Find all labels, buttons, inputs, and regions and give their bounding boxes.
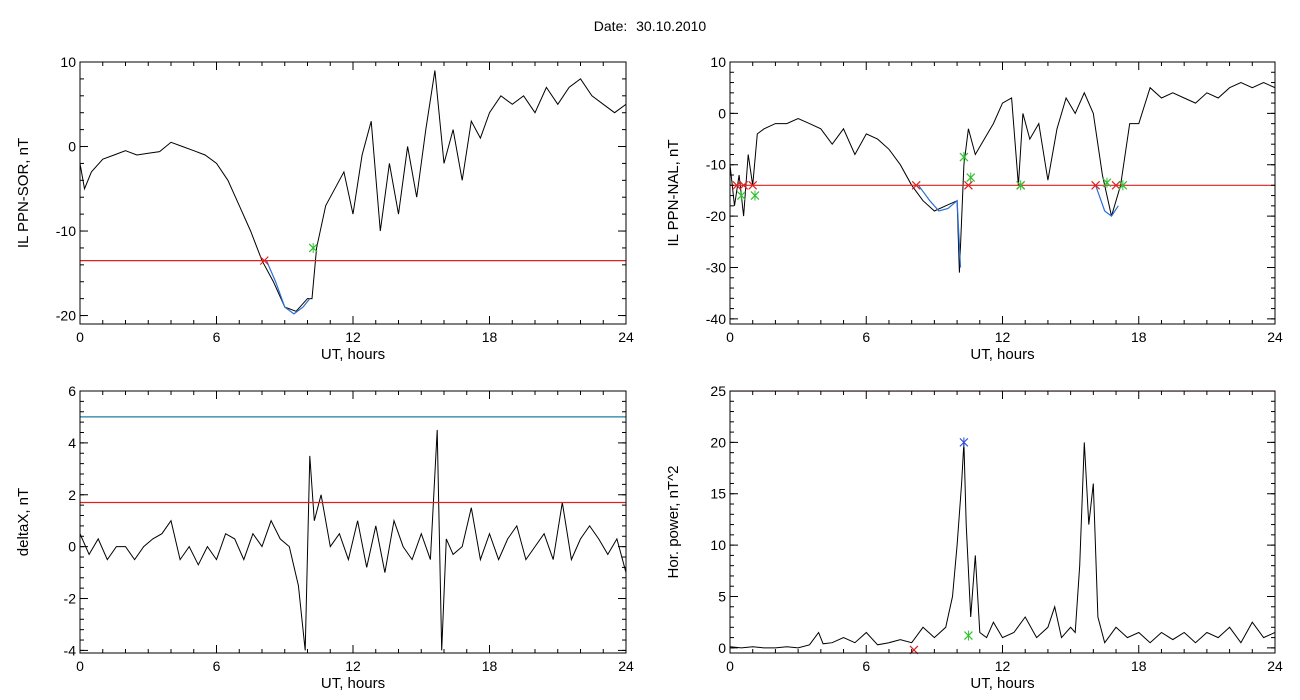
y-tick-label: -30 [706, 259, 726, 275]
x-tick-label: 6 [862, 658, 870, 674]
x-axis-label: UT, hours [970, 675, 1034, 692]
y-tick-label: -40 [706, 311, 726, 327]
x-tick-label: 6 [213, 329, 221, 345]
marker-p2-7 [959, 152, 969, 163]
x-tick-label: 18 [1131, 329, 1147, 345]
plot-frame [79, 61, 627, 325]
y-tick-label: 10 [60, 54, 76, 70]
chart-p1: 0 6 12 18 24 -20 -10 0 10 UT, hours IL PPN-SOR, nT [15, 54, 634, 363]
x-tick-label: 12 [995, 658, 1011, 674]
series-p1-1 [265, 260, 311, 315]
marker-p4-0 [959, 437, 969, 448]
marker-p2-1 [739, 180, 749, 190]
series-p2-0 [730, 81, 1275, 273]
y-tick-label: 4 [68, 435, 76, 451]
date-label: Date: [593, 18, 628, 34]
x-tick-label: 0 [76, 329, 84, 345]
marker-stroke [748, 180, 758, 190]
y-axis-label: deltaX, nT [15, 488, 32, 556]
y-tick-label: 0 [718, 105, 726, 121]
marker-stroke [259, 256, 269, 266]
marker-p2-5 [911, 180, 921, 190]
y-axis-label: Hor. power, nT^2 [665, 466, 682, 579]
marker-stroke [1091, 180, 1101, 190]
chart-p4: 0 6 12 18 24 0 5 10 15 20 25 UT, hours Hor. power, n… [665, 383, 1283, 692]
marker-stroke [732, 180, 742, 190]
marker-p2-12 [1102, 177, 1112, 188]
y-tick-label: 6 [68, 383, 76, 399]
x-tick-label: 0 [726, 658, 734, 674]
series-p4-0 [730, 442, 1275, 649]
x-tick-label: 24 [1267, 329, 1283, 345]
y-tick-label: 0 [68, 139, 76, 155]
marker-stroke [739, 180, 749, 190]
marker-p1-0 [259, 256, 269, 266]
y-tick-label: -10 [56, 223, 76, 239]
y-tick-label: 15 [710, 486, 726, 502]
marker-p2-3 [736, 190, 746, 201]
marker-p2-14 [1118, 180, 1128, 191]
plot-frame [79, 390, 627, 654]
y-axis-label: IL PPN-NAL, nT [665, 140, 682, 247]
x-axis-label: UT, hours [321, 675, 385, 692]
series-p3-0 [80, 429, 626, 651]
y-tick-label: -2 [64, 591, 77, 607]
figure-header: Date: 30.10.2010 [0, 18, 1300, 36]
y-tick-label: 10 [710, 537, 726, 553]
plot-frame [729, 390, 1276, 654]
series-p1-0 [80, 70, 626, 312]
y-tick-label: -20 [56, 308, 76, 324]
marker-p2-13 [1111, 180, 1121, 190]
x-axis-label: UT, hours [321, 346, 385, 363]
x-tick-label: 24 [618, 658, 634, 674]
x-tick-label: 18 [482, 329, 498, 345]
y-axis-label: IL PPN-SOR, nT [15, 138, 32, 248]
marker-p4-1 [964, 630, 973, 641]
x-tick-label: 18 [1131, 658, 1147, 674]
x-tick-label: 6 [862, 329, 870, 345]
y-tick-label: 10 [710, 54, 726, 70]
marker-p1-1 [308, 242, 318, 253]
y-tick-label: 0 [718, 640, 726, 656]
x-tick-label: 18 [482, 658, 498, 674]
marker-p2-11 [1091, 180, 1101, 190]
x-tick-label: 6 [213, 658, 221, 674]
y-tick-label: 25 [710, 383, 726, 399]
marker-stroke [1111, 180, 1121, 190]
marker-stroke [911, 180, 921, 190]
marker-p2-8 [966, 172, 976, 183]
plot-frame [729, 61, 1276, 325]
marker-p2-0 [732, 180, 742, 190]
x-tick-label: 12 [345, 329, 361, 345]
y-tick-label: 20 [710, 434, 726, 450]
y-tick-label: 5 [718, 588, 726, 604]
y-tick-label: -10 [706, 157, 726, 173]
y-tick-label: -20 [706, 208, 726, 224]
x-axis-label: UT, hours [970, 346, 1034, 363]
date-value: 30.10.2010 [636, 18, 707, 34]
series-p2-1 [918, 184, 962, 268]
x-tick-label: 0 [76, 658, 84, 674]
marker-p2-10 [1016, 180, 1026, 191]
marker-stroke [964, 180, 973, 190]
y-tick-label: -4 [64, 642, 77, 658]
chart-p2: 0 6 12 18 24 -40 -30 -20 -10 0 10 UT, hours IL PPN-N… [665, 54, 1283, 363]
x-tick-label: 0 [726, 329, 734, 345]
marker-p2-4 [750, 190, 760, 201]
series-p2-2 [1095, 185, 1119, 217]
marker-p2-2 [748, 180, 758, 190]
x-tick-label: 12 [345, 658, 361, 674]
x-tick-label: 12 [995, 329, 1011, 345]
x-tick-label: 24 [1267, 658, 1283, 674]
marker-p2-6 [964, 180, 973, 190]
x-tick-label: 24 [618, 329, 634, 345]
y-tick-label: 2 [68, 487, 76, 503]
y-tick-label: 0 [68, 539, 76, 555]
